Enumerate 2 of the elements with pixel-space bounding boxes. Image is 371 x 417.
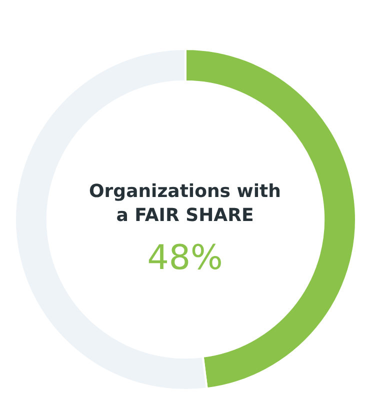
- data-label: 48%: [147, 238, 223, 278]
- text: Organizations with a FAIR SHARE: [88, 180, 282, 228]
